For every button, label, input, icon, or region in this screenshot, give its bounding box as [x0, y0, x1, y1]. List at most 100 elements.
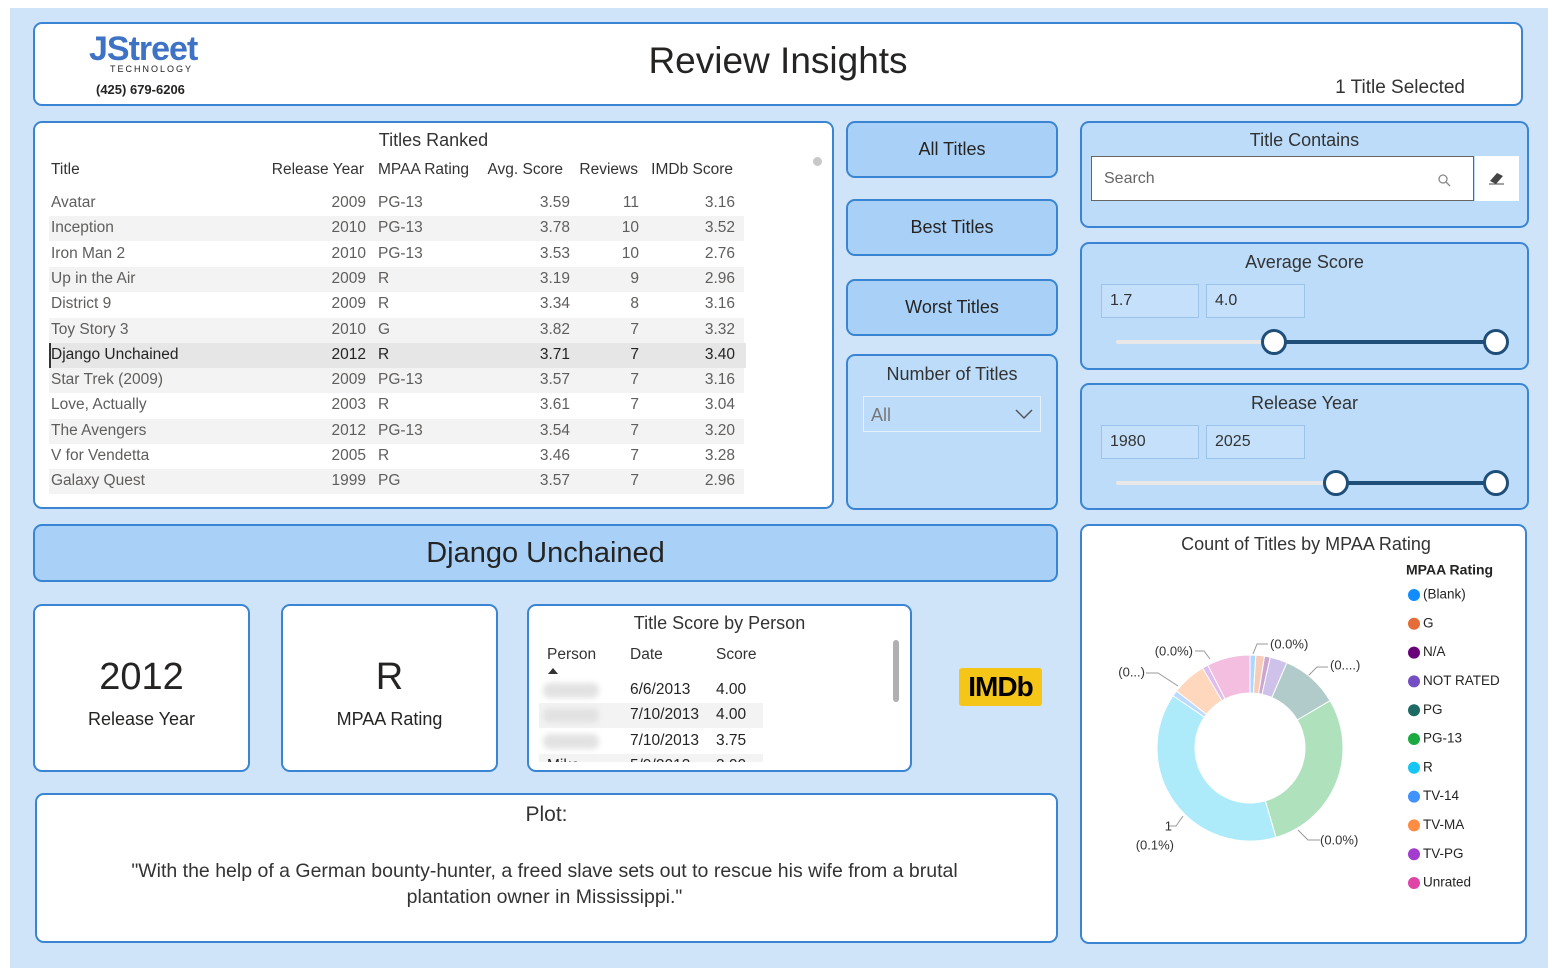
cell: 3.40 [704, 345, 735, 363]
cell: 7 [630, 447, 639, 464]
filter-button[interactable]: Best Titles [846, 199, 1058, 256]
cell: 3.16 [704, 371, 735, 389]
filter-button[interactable]: Worst Titles [846, 279, 1058, 336]
table-row[interactable] [49, 393, 744, 419]
table-row[interactable] [49, 418, 744, 444]
titles-table: Titles Ranked Title Release Year MPAA Rati… [33, 121, 834, 509]
page-title: Review Insights [648, 40, 908, 81]
eraser-icon [1489, 173, 1504, 185]
cell: 4.00 [716, 681, 747, 698]
filter-button[interactable]: All Titles [846, 121, 1058, 178]
dropdown[interactable]: All [863, 396, 1041, 432]
scrollbar[interactable] [893, 640, 899, 702]
cell: 7/10/2013 [630, 706, 699, 724]
cell: 3.57 [539, 472, 570, 490]
table-row[interactable] [49, 444, 744, 469]
legend-swatch [1408, 589, 1420, 601]
donut-slice [1207, 654, 1251, 700]
legend-label: NOT RATED [1423, 673, 1500, 688]
table-row[interactable] [49, 469, 744, 495]
cell: V for Vendetta [51, 447, 150, 464]
cell: 7 [630, 396, 639, 414]
chart-title: Count of Titles by MPAA Rating [1181, 534, 1431, 554]
legend-label: TV-PG [1423, 846, 1464, 861]
cell: 2012 [331, 345, 366, 363]
slider-handle[interactable] [1483, 329, 1509, 355]
selection-count: 1 Title Selected [1335, 77, 1465, 98]
cell: 2.96 [704, 472, 735, 490]
average-score-slicer: Average Score 1.7 4.0 [1080, 242, 1529, 370]
slider-handle[interactable] [1261, 329, 1287, 355]
table-title: Titles Ranked [378, 130, 489, 150]
legend-swatch [1408, 761, 1420, 774]
redacted-name [543, 708, 599, 724]
slider-handle[interactable] [1323, 470, 1349, 496]
release-year-slicer: Release Year 1980 2025 [1080, 383, 1529, 510]
table-row[interactable] [49, 317, 744, 343]
cell: 2003 [331, 396, 366, 414]
clear-button[interactable] [1475, 156, 1519, 201]
max-input[interactable]: 2025 [1206, 425, 1305, 459]
cell: 3.75 [716, 731, 747, 749]
search-placeholder: Search [1104, 170, 1155, 187]
search-box[interactable]: Search [1091, 156, 1474, 201]
selected-row[interactable] [49, 342, 746, 368]
cell: The Avengers [51, 421, 147, 439]
cell: R [378, 269, 390, 287]
cell: 3.52 [704, 219, 735, 237]
redacted-name [543, 683, 599, 698]
cell: PG [378, 472, 401, 490]
imdb-logo[interactable]: IMDb [959, 668, 1042, 706]
table-row[interactable] [49, 216, 744, 242]
cell: 1999 [331, 472, 366, 490]
cell: 5/9/2013 [630, 757, 690, 762]
column-header: Release Year [271, 161, 364, 178]
plot-label: Plot: [525, 803, 568, 826]
cell: 8 [630, 295, 639, 313]
kpi-card: 2012 Release Year [33, 604, 250, 772]
slider-handle[interactable] [1483, 470, 1509, 496]
legend-swatch [1408, 877, 1420, 889]
table-row[interactable] [539, 753, 763, 762]
table-row[interactable] [49, 368, 744, 394]
cell: 2010 [331, 320, 366, 338]
scrollbar[interactable] [813, 157, 822, 166]
search-icon [1438, 174, 1451, 187]
cell: 10 [621, 244, 639, 262]
cell: 7 [630, 371, 639, 389]
table-row[interactable] [49, 266, 744, 292]
table-title: Title Score by Person [633, 613, 806, 633]
card-label: Release Year [87, 709, 196, 729]
card-label: MPAA Rating [336, 709, 443, 729]
kpi-card: R MPAA Rating [281, 604, 498, 772]
legend-label: (Blank) [1423, 587, 1466, 602]
donut-slice [1264, 699, 1344, 838]
cell: 3.61 [539, 396, 570, 414]
table-row[interactable] [49, 241, 744, 267]
cell: 3.20 [704, 421, 735, 439]
cell: 2009 [331, 371, 366, 389]
cell: R [378, 447, 390, 464]
cell: Mike [547, 757, 580, 762]
cell: Iron Man 2 [51, 244, 126, 262]
cell: 2010 [331, 244, 366, 262]
table-row[interactable] [49, 191, 744, 216]
number-of-titles: Number of Titles All [846, 354, 1058, 510]
cell: 7 [630, 345, 639, 363]
max-input[interactable]: 4.0 [1206, 284, 1305, 318]
cell: Django Unchained [51, 345, 179, 363]
cell: Avatar [51, 194, 96, 211]
data-label: (0.0%) [1155, 643, 1193, 658]
cell: 2010 [331, 219, 366, 237]
min-input[interactable]: 1980 [1101, 425, 1199, 459]
cell: 3.59 [539, 194, 570, 211]
table-row[interactable] [49, 292, 744, 318]
cell: 2009 [331, 269, 366, 287]
cell: R [378, 295, 390, 313]
cell: Star Trek (2009) [51, 371, 163, 389]
cell: 3.16 [704, 194, 735, 211]
min-input[interactable]: 1.7 [1101, 284, 1199, 318]
slicer-title: Number of Titles [886, 364, 1018, 384]
cell: 3.16 [704, 295, 735, 313]
